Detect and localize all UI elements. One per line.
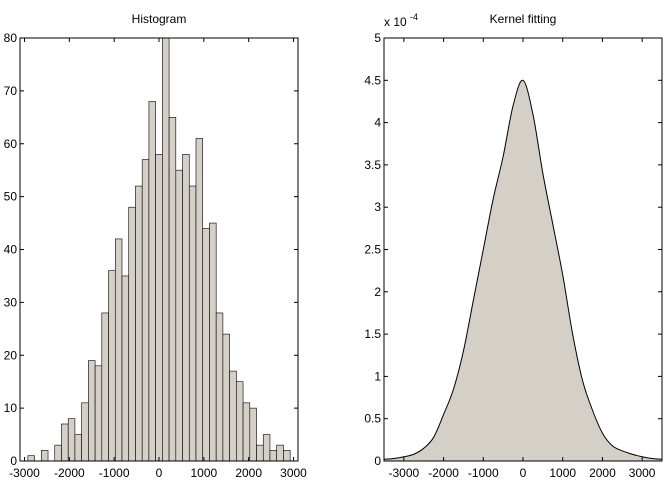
- histogram-y-tick-label: 70: [4, 84, 18, 98]
- histogram-bar: [94, 365, 103, 462]
- histogram-bar: [236, 381, 244, 462]
- histogram-x-ticks: -3000 -2000 -1000 0 1000 2000 3000: [9, 38, 307, 480]
- histogram-bar: [54, 444, 62, 462]
- histogram-bar: [61, 423, 69, 462]
- kernel-x-tick-label: 2000: [589, 466, 616, 480]
- histogram-bar: [128, 206, 136, 462]
- histogram-y-tick-label: 80: [4, 31, 18, 45]
- histogram-bars: [27, 37, 291, 462]
- histogram-x-tick-label: 3000: [280, 466, 307, 480]
- histogram-x-tick-label: -3000: [9, 466, 40, 480]
- histogram-bar: [283, 450, 291, 462]
- kernel-y-tick-label: 2: [374, 285, 381, 299]
- histogram-bar: [155, 154, 163, 462]
- histogram-x-tick-label: -2000: [54, 466, 85, 480]
- histogram-bar: [262, 434, 271, 462]
- kernel-y-tick-label: 0.5: [364, 412, 381, 426]
- histogram-x-tick-label: -1000: [99, 466, 130, 480]
- histogram-bar: [202, 228, 210, 462]
- histogram-y-tick-label: 50: [4, 190, 18, 204]
- histogram-bar: [141, 159, 150, 462]
- histogram-bar: [81, 402, 89, 462]
- histogram-bar: [215, 312, 224, 462]
- histogram-bar: [135, 185, 143, 462]
- kernel-y-multiplier-base: x 10: [384, 15, 407, 29]
- histogram-y-tick-label: 60: [4, 137, 18, 151]
- kernel-x-tick-label: 1000: [549, 466, 576, 480]
- kernel-y-multiplier-exponent: -4: [410, 12, 418, 22]
- histogram-bar: [195, 138, 204, 462]
- histogram-bar: [108, 270, 116, 462]
- histogram-x-tick-label: 2000: [235, 466, 262, 480]
- kernel-y-multiplier: x 10 -4: [384, 12, 418, 29]
- histogram-y-tick-label: 30: [4, 295, 18, 309]
- kernel-x-tick-label: 3000: [629, 466, 656, 480]
- histogram-y-tick-label: 40: [4, 243, 18, 257]
- kernel-x-tick-label: -3000: [389, 466, 420, 480]
- histogram-bar: [222, 333, 230, 462]
- kernel-x-ticks: -3000 -2000 -1000 0 1000 2000 3000: [389, 38, 656, 480]
- histogram-bar: [67, 418, 76, 462]
- kernel-y-tick-label: 4: [374, 116, 381, 130]
- histogram-bar: [40, 450, 49, 462]
- histogram-x-tick-label: 0: [156, 466, 163, 480]
- histogram-bar: [101, 312, 109, 462]
- kernel-y-tick-label: 0: [374, 454, 381, 468]
- kernel-y-ticks: 0 0.5 1 1.5 2 2.5 3 3.5 4 4.5 5: [364, 31, 662, 468]
- histogram-bar: [121, 275, 130, 462]
- histogram-y-tick-label: 0: [10, 454, 17, 468]
- histogram-y-tick-label: 20: [4, 348, 18, 362]
- histogram-bar: [148, 101, 156, 462]
- kernel-x-tick-label: -2000: [428, 466, 459, 480]
- histogram-bar: [182, 154, 190, 462]
- kernel-x-tick-label: -1000: [468, 466, 499, 480]
- kernel-fitting-title: Kernel fitting: [490, 12, 557, 26]
- kernel-fitting-panel: Kernel fitting x 10 -4 -3000 -2000 -1000 0 1…: [364, 12, 663, 480]
- histogram-bar: [188, 185, 197, 462]
- histogram-bar: [27, 455, 35, 462]
- histogram-bar: [175, 169, 183, 462]
- kernel-density-area: [383, 79, 663, 462]
- histogram-bar: [269, 450, 278, 462]
- kernel-y-tick-label: 1: [374, 369, 381, 383]
- kernel-y-tick-label: 4.5: [364, 73, 381, 87]
- kernel-y-tick-label: 1.5: [364, 327, 381, 341]
- kernel-y-tick-label: 3.5: [364, 158, 381, 172]
- histogram-bar: [276, 444, 284, 462]
- kernel-y-tick-label: 5: [374, 31, 381, 45]
- histogram-bar: [168, 117, 177, 462]
- kernel-x-tick-label: 0: [520, 466, 527, 480]
- histogram-bar: [229, 370, 237, 462]
- histogram-bar: [209, 222, 217, 462]
- histogram-bar: [162, 37, 170, 462]
- histogram-panel: Histogram -3000 -2000 -1000 0 1000 2000 3000 0…: [4, 12, 308, 480]
- histogram-bar: [242, 402, 251, 462]
- kernel-y-tick-label: 3: [374, 200, 381, 214]
- histogram-y-ticks: 0 10 20 30 40 50 60 70 80: [4, 31, 298, 468]
- kernel-y-tick-label: 2.5: [364, 243, 381, 257]
- histogram-y-tick-label: 10: [4, 401, 18, 415]
- histogram-bar: [114, 238, 123, 462]
- histogram-title: Histogram: [132, 12, 187, 26]
- histogram-bar: [249, 407, 257, 462]
- histogram-bar: [256, 444, 264, 462]
- histogram-bar: [88, 360, 96, 462]
- histogram-bar: [74, 434, 82, 462]
- histogram-x-tick-label: 1000: [190, 466, 217, 480]
